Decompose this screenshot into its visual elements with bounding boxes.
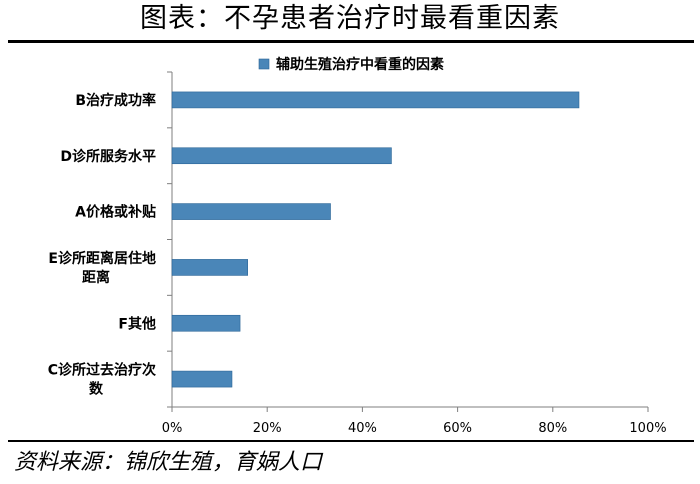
source-rule	[8, 440, 694, 442]
x-tick-label: 20%	[253, 421, 282, 436]
legend-swatch	[258, 58, 270, 70]
category-label: 数	[89, 381, 104, 398]
category-label: D诊所服务水平	[60, 148, 156, 165]
x-tick-label: 0%	[162, 421, 183, 436]
x-tick-label: 60%	[443, 421, 472, 436]
category-label: A价格或补贴	[75, 204, 156, 221]
bar	[171, 259, 248, 276]
bar	[171, 91, 580, 109]
bar	[171, 370, 233, 388]
category-label: F其他	[118, 315, 156, 332]
x-tick-label: 80%	[538, 421, 567, 436]
source-note: 资料来源：锦欣生殖，育娲人口	[14, 450, 323, 475]
x-tick-label: 40%	[348, 421, 377, 436]
x-tick-label: 100%	[629, 421, 666, 436]
legend-label: 辅助生殖治疗中看重的因素	[276, 56, 444, 73]
category-label: E诊所距离居住地	[48, 250, 156, 267]
category-label: 距离	[82, 269, 110, 286]
page-title: 图表：不孕患者治疗时最看重因素	[140, 3, 560, 34]
category-label: B治疗成功率	[75, 92, 156, 109]
category-label: C诊所过去治疗次	[48, 362, 156, 379]
bar	[171, 147, 392, 165]
bar	[171, 314, 241, 332]
bar	[171, 203, 331, 220]
title-rule	[8, 40, 694, 43]
